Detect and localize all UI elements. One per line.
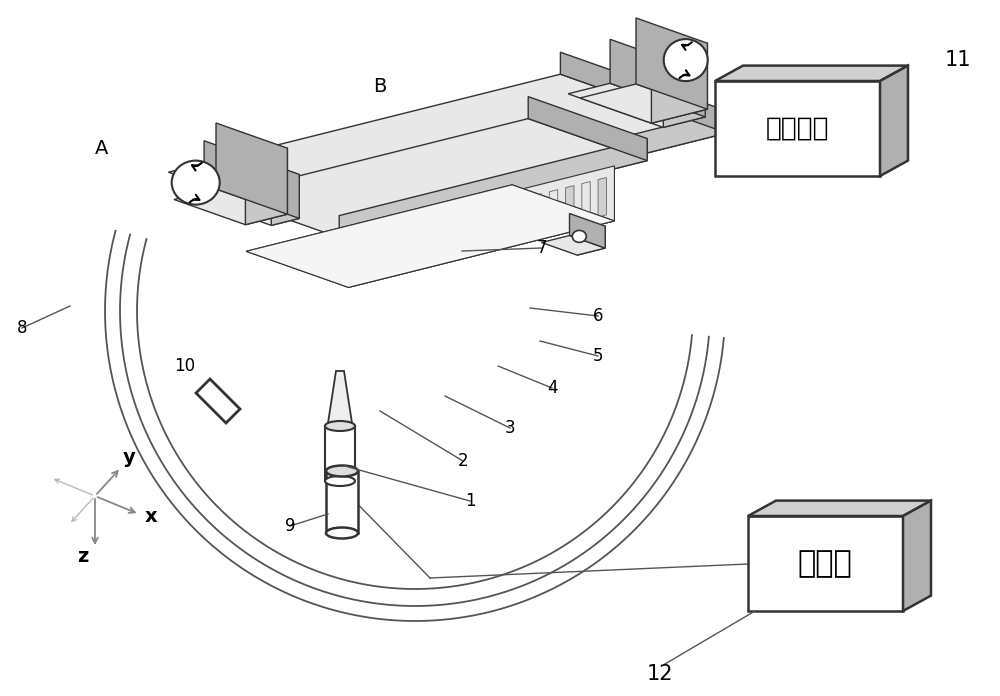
Polygon shape xyxy=(484,206,493,246)
Polygon shape xyxy=(246,185,614,287)
Polygon shape xyxy=(387,230,395,270)
Text: 6: 6 xyxy=(593,307,603,325)
Ellipse shape xyxy=(326,528,358,539)
Ellipse shape xyxy=(326,466,358,477)
Ellipse shape xyxy=(172,161,220,205)
Polygon shape xyxy=(204,141,299,219)
Polygon shape xyxy=(528,97,647,161)
Polygon shape xyxy=(419,222,428,262)
Polygon shape xyxy=(174,189,287,225)
Ellipse shape xyxy=(572,230,586,242)
Polygon shape xyxy=(715,65,908,81)
Text: 3: 3 xyxy=(505,419,515,437)
Polygon shape xyxy=(246,185,614,287)
Text: 1: 1 xyxy=(465,492,475,510)
Polygon shape xyxy=(403,226,412,266)
Polygon shape xyxy=(517,198,525,237)
Polygon shape xyxy=(436,218,444,258)
Polygon shape xyxy=(748,500,931,516)
Ellipse shape xyxy=(664,39,708,81)
Polygon shape xyxy=(663,73,705,127)
Polygon shape xyxy=(348,166,614,287)
Polygon shape xyxy=(176,185,299,226)
Polygon shape xyxy=(651,43,707,123)
Polygon shape xyxy=(216,123,287,214)
Polygon shape xyxy=(566,186,574,225)
Polygon shape xyxy=(568,84,705,127)
Polygon shape xyxy=(598,177,606,217)
Polygon shape xyxy=(748,516,903,611)
Text: 7: 7 xyxy=(537,239,547,257)
Polygon shape xyxy=(328,371,352,423)
Text: B: B xyxy=(373,77,387,95)
Polygon shape xyxy=(542,235,605,255)
Text: 激光器: 激光器 xyxy=(798,550,852,578)
Polygon shape xyxy=(452,214,460,253)
Polygon shape xyxy=(468,210,477,249)
Text: 11: 11 xyxy=(945,50,971,70)
Text: 2: 2 xyxy=(458,452,468,470)
Text: 4: 4 xyxy=(547,379,557,397)
Polygon shape xyxy=(560,52,727,133)
Polygon shape xyxy=(580,84,707,123)
Text: 12: 12 xyxy=(647,664,673,684)
Ellipse shape xyxy=(325,476,355,486)
Polygon shape xyxy=(325,426,355,481)
Polygon shape xyxy=(636,18,707,109)
Polygon shape xyxy=(271,175,299,226)
Text: x: x xyxy=(145,507,158,525)
Ellipse shape xyxy=(325,421,355,431)
Polygon shape xyxy=(335,111,727,231)
Polygon shape xyxy=(880,65,908,176)
Polygon shape xyxy=(339,139,647,237)
Text: z: z xyxy=(77,546,89,565)
Polygon shape xyxy=(715,81,880,176)
Polygon shape xyxy=(903,500,931,611)
Polygon shape xyxy=(354,238,363,278)
Polygon shape xyxy=(168,74,727,231)
Polygon shape xyxy=(371,235,379,274)
Polygon shape xyxy=(582,182,590,221)
Text: A: A xyxy=(95,139,109,157)
Text: 10: 10 xyxy=(174,357,196,375)
Text: 5: 5 xyxy=(593,347,603,365)
Polygon shape xyxy=(610,39,705,117)
Text: 控制系统: 控制系统 xyxy=(765,116,829,142)
Polygon shape xyxy=(245,148,287,225)
Polygon shape xyxy=(533,193,542,233)
Polygon shape xyxy=(196,379,240,423)
Polygon shape xyxy=(577,226,605,255)
Polygon shape xyxy=(220,118,647,237)
Polygon shape xyxy=(501,202,509,242)
Text: 8: 8 xyxy=(17,319,27,337)
Polygon shape xyxy=(570,214,605,248)
Polygon shape xyxy=(549,189,558,229)
Polygon shape xyxy=(326,471,358,533)
Text: 9: 9 xyxy=(285,517,295,535)
Text: y: y xyxy=(122,448,135,467)
